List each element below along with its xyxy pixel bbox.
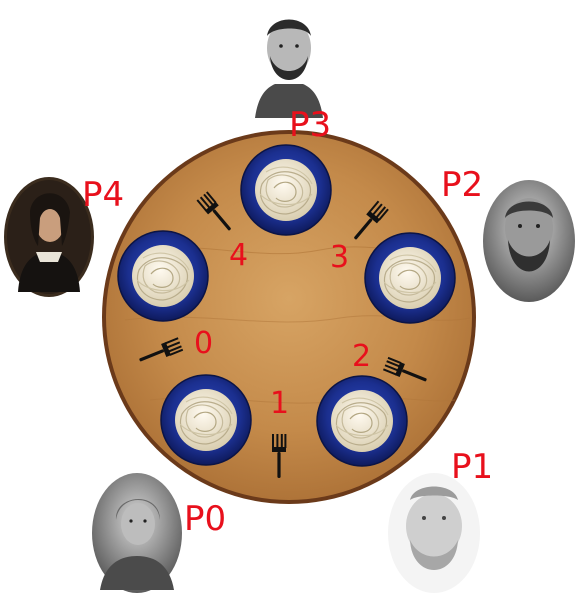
fork-label-2: 2 xyxy=(352,339,371,374)
philosopher-label-p3: P3 xyxy=(289,105,331,145)
fork-label-0: 0 xyxy=(194,326,213,361)
plate-p4 xyxy=(117,230,209,322)
plate-p2 xyxy=(364,232,456,324)
plate-p3 xyxy=(240,144,332,236)
philosopher-label-p2: P2 xyxy=(441,165,483,205)
philosopher-label-p0: P0 xyxy=(184,499,226,539)
plate-p1 xyxy=(316,375,408,467)
philosopher-label-p1: P1 xyxy=(451,447,493,487)
philosopher-label-p4: P4 xyxy=(82,175,124,215)
fork-label-3: 3 xyxy=(330,240,349,275)
philosopher-portrait-p0 xyxy=(92,473,182,593)
philosopher-portrait-p1 xyxy=(388,473,480,593)
philosopher-portrait-p2 xyxy=(483,180,575,302)
fork-label-4: 4 xyxy=(229,238,248,273)
philosopher-portrait-p3 xyxy=(245,4,333,124)
philosopher-portrait-p4 xyxy=(4,177,94,297)
fork-label-1: 1 xyxy=(270,386,289,421)
plate-p0 xyxy=(160,374,252,466)
